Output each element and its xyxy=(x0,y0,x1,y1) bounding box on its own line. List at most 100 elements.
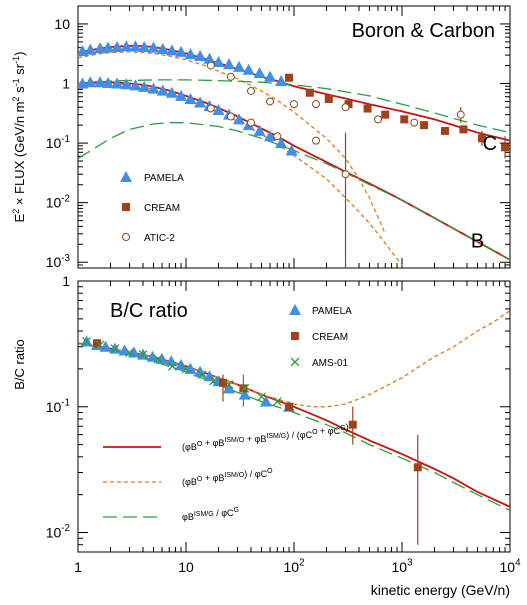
data-point-triangle xyxy=(238,388,251,400)
data-point-circle xyxy=(312,136,321,145)
model-curve-longdash xyxy=(78,122,510,261)
model-curve-solid xyxy=(78,81,510,261)
data-point-cross xyxy=(82,337,92,347)
data-point-square xyxy=(381,110,390,119)
model-curve-dashed xyxy=(78,51,386,235)
y-tick-label: 10-3 xyxy=(46,253,71,270)
model-curve-solid xyxy=(78,342,510,508)
data-point-square xyxy=(305,88,314,97)
data-point-triangle xyxy=(275,75,288,87)
data-point-triangle xyxy=(285,144,298,156)
data-point-triangle xyxy=(165,86,178,98)
data-point-circle xyxy=(456,110,465,119)
data-point-cross xyxy=(181,364,191,374)
model-curve-longdash xyxy=(78,342,510,511)
y-tick-label: 1 xyxy=(62,273,70,289)
data-point-triangle xyxy=(118,344,131,356)
y-tick-label: 10-1 xyxy=(46,134,70,151)
data-point-square xyxy=(344,100,353,109)
model-curve-dashed xyxy=(78,310,510,408)
x-tick-label: 104 xyxy=(499,558,521,575)
legend-marker xyxy=(120,171,132,182)
data-point-square xyxy=(239,384,248,393)
data-point-triangle xyxy=(111,41,124,53)
data-point-triangle xyxy=(175,45,188,57)
curve-label: C xyxy=(483,133,497,155)
bottom-panel: 1 10-1 10-2 1 10 102 103 104 B/C ratio PAMELA CREA… xyxy=(12,273,521,598)
data-point-square xyxy=(459,125,468,134)
legend-formula: (φBO + φBISM/O) / φCO xyxy=(182,468,273,487)
plot-area xyxy=(78,310,510,545)
data-point-cross xyxy=(240,383,250,393)
data-point-triangle xyxy=(138,80,151,92)
x-axis-label: kinetic energy (GeV/n) xyxy=(371,582,510,598)
data-point-circle xyxy=(206,61,215,70)
data-point-triangle xyxy=(84,43,97,55)
data-point-triangle xyxy=(233,113,246,125)
panel-title: B/C ratio xyxy=(110,300,188,322)
data-point-square xyxy=(400,115,409,124)
data-point-circle xyxy=(226,112,235,121)
data-point-square xyxy=(440,126,449,135)
x-tick-label: 102 xyxy=(283,558,304,575)
data-point-triangle xyxy=(184,92,197,104)
data-point-cross xyxy=(168,361,177,371)
data-point-circle xyxy=(226,72,235,81)
data-point-triangle xyxy=(102,76,115,88)
legend-label: ATIC-2 xyxy=(144,233,175,244)
data-point-square xyxy=(413,463,422,472)
data-point-cross xyxy=(95,340,105,350)
data-point-cross xyxy=(197,370,207,380)
data-point-cross xyxy=(272,397,282,407)
x-tick-label: 10 xyxy=(178,559,194,575)
data-point-square xyxy=(477,134,486,143)
legend-marker xyxy=(289,304,301,315)
data-point-triangle xyxy=(156,42,169,54)
data-point-triangle xyxy=(203,370,216,382)
data-point-triangle xyxy=(165,44,178,56)
data-point-triangle xyxy=(120,78,133,90)
data-point-circle xyxy=(374,115,383,124)
legend-label: PAMELA xyxy=(312,306,352,317)
panel-title: Boron & Carbon xyxy=(352,20,495,42)
x-tick-label: 1 xyxy=(74,559,82,575)
data-point-triangle xyxy=(184,48,197,60)
top-panel: 10 1 10-1 10-2 10-3 Boron & Carbon C B PAMELA CRE… xyxy=(11,5,511,270)
data-point-triangle xyxy=(275,137,288,149)
data-point-triangle xyxy=(156,352,169,364)
data-point-triangle xyxy=(102,41,115,53)
legend-marker xyxy=(122,233,130,241)
legend-formula: (φBO + φBISM/O + φBISM/G) / (φCO + φCG) xyxy=(182,422,349,452)
curve-label: B xyxy=(471,231,484,253)
legend-label: PAMELA xyxy=(144,173,184,184)
data-point-circle xyxy=(341,170,350,179)
y-tick-label: 10 xyxy=(54,16,70,32)
data-point-circle xyxy=(247,118,256,127)
data-point-cross xyxy=(138,350,148,360)
data-point-triangle xyxy=(94,42,107,54)
data-point-triangle xyxy=(203,52,216,64)
legend-label: CREAM xyxy=(144,203,180,214)
data-point-triangle xyxy=(212,55,225,67)
legend-label: CREAM xyxy=(312,332,348,343)
y-tick-label: 10-2 xyxy=(46,523,70,540)
data-point-circle xyxy=(312,100,321,109)
data-point-triangle xyxy=(111,77,124,89)
data-point-square xyxy=(348,420,357,429)
axis-ticks xyxy=(77,280,511,553)
data-point-triangle xyxy=(84,76,97,88)
data-point-square xyxy=(218,378,227,387)
legend-formula: φBISM/G / φCG xyxy=(182,507,239,522)
data-point-triangle xyxy=(129,40,142,52)
data-point-cross xyxy=(153,354,163,364)
data-point-square xyxy=(93,339,102,348)
data-point-triangle xyxy=(242,63,255,75)
data-point-triangle xyxy=(194,96,207,108)
data-point-triangle xyxy=(253,67,266,79)
data-point-triangle xyxy=(138,41,151,53)
legend-marker xyxy=(290,357,300,367)
y-axis-label: E2 × FLUX (GeV/n m2 s-1 sr-1) xyxy=(11,52,27,223)
data-point-triangle xyxy=(194,49,207,61)
data-point-triangle xyxy=(264,70,277,82)
data-point-square xyxy=(363,104,372,113)
